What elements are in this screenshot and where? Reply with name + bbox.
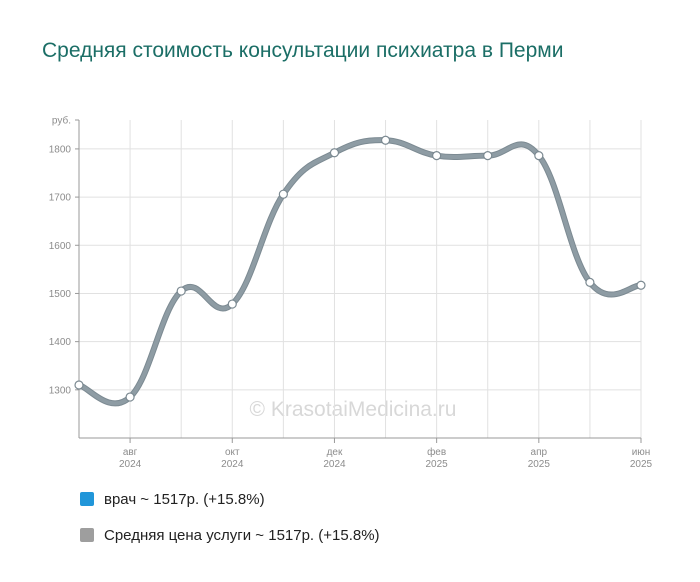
legend-label-average: Средняя цена услуги ~ 1517р. (+15.8%) [104, 526, 380, 544]
x-tick-label-year: 2024 [323, 459, 346, 470]
data-point [74, 380, 84, 390]
legend-label-doctor: врач ~ 1517р. (+15.8%) [104, 490, 265, 508]
y-tick-label: 1600 [49, 241, 72, 252]
data-point [380, 135, 391, 145]
legend-item-doctor[interactable]: врач ~ 1517р. (+15.8%) [80, 488, 380, 510]
legend-swatch-average [80, 528, 94, 542]
data-point [227, 299, 237, 309]
chart-title: Средняя стоимость консультации психиатра… [42, 39, 564, 62]
x-tick-label-month: дек [327, 447, 343, 458]
x-tick-label-year: 2024 [119, 459, 142, 470]
watermark: © KrasotaiMedicina.ru [250, 398, 457, 421]
data-point [176, 286, 186, 296]
data-point [585, 277, 595, 287]
legend: врач ~ 1517р. (+15.8%) Средняя цена услу… [80, 488, 380, 560]
legend-swatch-doctor [80, 492, 94, 506]
data-point [125, 392, 135, 402]
data-point [278, 189, 288, 199]
x-tick-label-month: июн [632, 447, 651, 458]
y-tick-label: 1500 [49, 289, 72, 300]
line-chart: © KrasotaiMedicina.ru 1300 1400 1500 1600 170… [49, 115, 653, 471]
x-tick-label-month: апр [531, 447, 548, 458]
x-tick-label-year: 2025 [528, 459, 551, 470]
x-tick-label-month: фев [427, 446, 446, 458]
y-tick-label: 1700 [49, 193, 72, 204]
series-line-outline [76, 137, 644, 407]
x-tick-label-month: авг [123, 447, 138, 458]
x-tick-label-year: 2024 [221, 459, 244, 470]
data-point [329, 148, 340, 158]
x-tick-label-year: 2025 [426, 459, 449, 470]
y-tick-label: 1300 [49, 385, 72, 396]
data-point [432, 151, 442, 161]
y-tick-label: 1400 [49, 337, 72, 348]
legend-item-average[interactable]: Средняя цена услуги ~ 1517р. (+15.8%) [80, 524, 380, 546]
data-point [483, 151, 493, 161]
data-point [534, 151, 544, 161]
x-tick-label-year: 2025 [630, 459, 653, 470]
y-axis-unit-label: руб. [52, 115, 71, 127]
data-point [636, 280, 646, 290]
y-tick-label: 1800 [49, 144, 72, 155]
x-tick-label-month: окт [225, 447, 240, 458]
series-line [77, 138, 643, 406]
